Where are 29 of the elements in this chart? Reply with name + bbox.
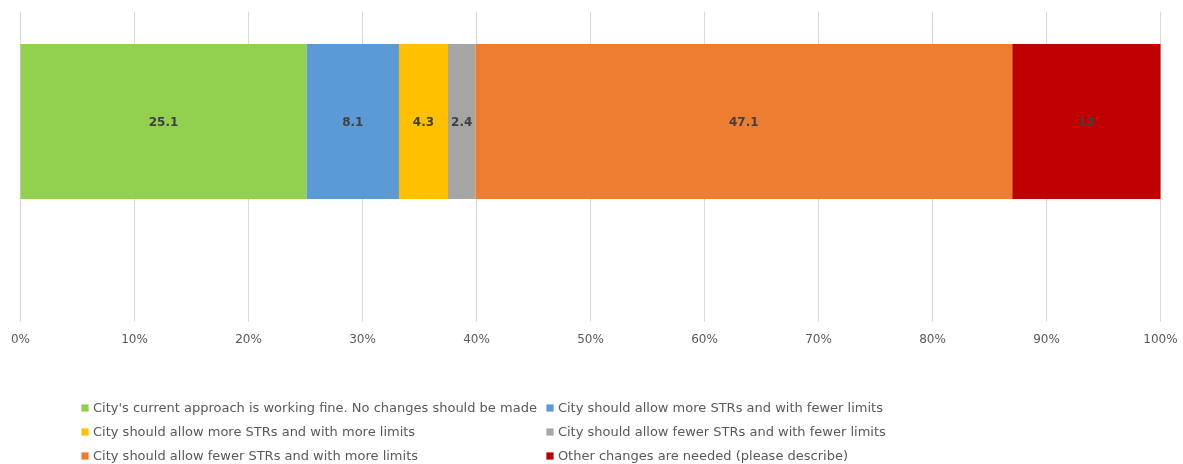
x-tick-label: 100%: [1143, 331, 1178, 346]
x-tick-label: 70%: [805, 331, 832, 346]
legend-label: City should allow more STRs and with more limits: [93, 423, 416, 439]
legend-label: City should allow more STRs and with fewer limits: [557, 399, 883, 415]
x-tick-label: 60%: [691, 331, 718, 346]
legend-label: City should allow fewer STRs and with more limits: [93, 447, 419, 463]
x-tick-label: 50%: [577, 331, 604, 346]
legend-label: Other changes are needed (please describe): [557, 447, 848, 463]
data-label: 2.4: [451, 115, 473, 130]
x-tick-label: 0%: [10, 331, 31, 346]
x-tick-label: 90%: [1033, 331, 1060, 346]
legend-label: City's current approach is working fine. No changes should be made: [93, 399, 537, 415]
bar: [306, 44, 399, 200]
x-tick-label: 20%: [235, 331, 262, 346]
bar: [1012, 44, 1161, 200]
bar: [20, 44, 307, 200]
x-tick-label: 30%: [349, 331, 376, 346]
bar: [398, 44, 448, 200]
data-label: 13: [1078, 115, 1095, 130]
bar: [448, 44, 476, 200]
data-label: 8.1: [342, 115, 364, 130]
data-label: 4.3: [412, 115, 435, 130]
x-tick-label: 40%: [463, 331, 490, 346]
x-tick-label: 80%: [919, 331, 946, 346]
data-label: 47.1: [729, 115, 759, 130]
data-label: 25.1: [148, 115, 179, 130]
x-tick-label: 10%: [121, 331, 148, 346]
bar: [475, 44, 1013, 200]
legend-label: City should allow fewer STRs and with fewer limits: [557, 423, 886, 439]
